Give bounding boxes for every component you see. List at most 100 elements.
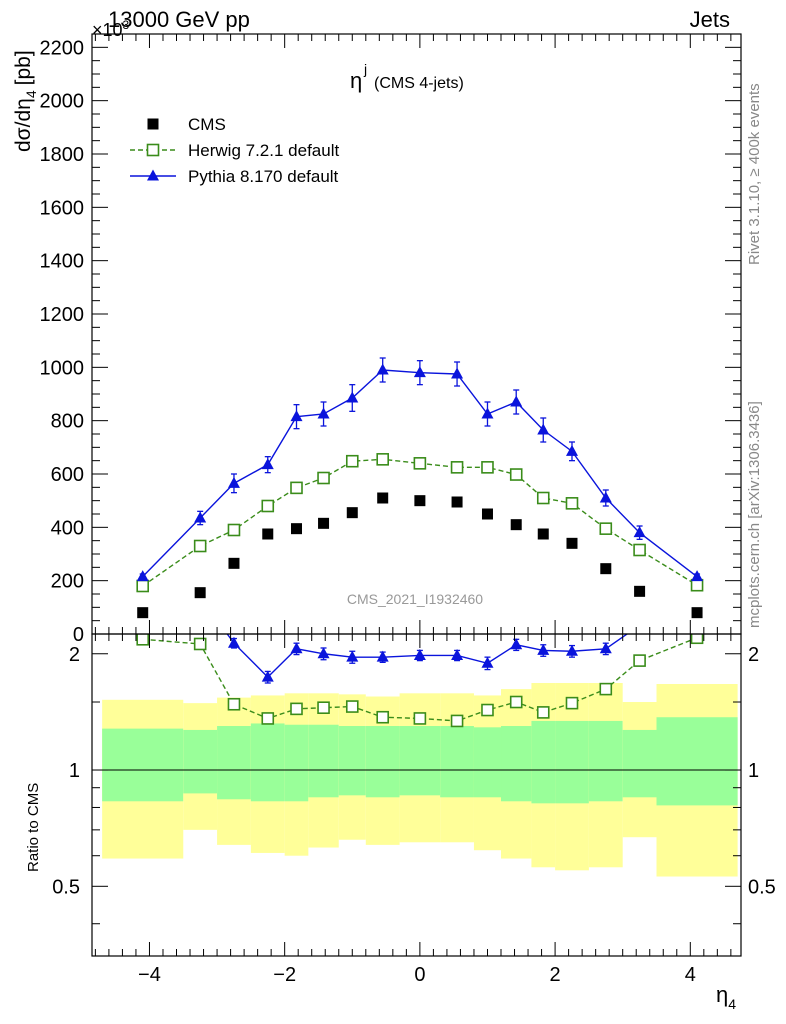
pythia-main-point [317,407,330,419]
ratio-band-inner [622,729,657,798]
y-tick-label: 2000 [40,91,85,113]
data-main-point [451,496,463,508]
y-tick-label: 2200 [40,37,85,59]
y-tick-label: 1600 [40,197,85,219]
legend-label: Herwig 7.2.1 default [188,141,339,160]
data-main-point [318,517,330,529]
legend-marker [147,118,159,130]
y-tick-label: 1200 [40,304,85,326]
y-axis-label: dσ/dη4 [pb] [12,50,39,152]
pythia-main-point [346,391,359,403]
ratio-band-inner [284,724,309,802]
data-main-point [481,508,493,520]
pythia-ratio-point [451,648,464,660]
ratio-tick-label-right: 0.5 [748,876,776,898]
herwig-ratio-point [536,706,550,719]
y-tick-label: 0 [73,624,84,646]
pythia-main-point [136,570,149,582]
header-jets: Jets [689,7,730,32]
pythia-ratio-point [634,619,646,630]
data-main-point [510,519,522,531]
pythia-ratio-point [290,642,303,654]
pythia-main-point [565,444,578,456]
herwig-ratio-point [690,634,704,645]
herwig-main-point [633,543,646,557]
x-tick-label: 4 [685,964,696,986]
ratio-band-inner [338,726,366,796]
ratio-bands [102,683,738,877]
pythia-main-point [413,366,426,378]
frames [91,33,742,957]
y-axis-label-group: dσ/dη4 [pb] [12,50,39,152]
herwig-main-point [565,497,579,510]
data-main-point [262,528,274,540]
pythia-main-point [376,363,389,375]
herwig-ratio-line [142,637,698,722]
pythia-ratio-point [137,597,149,608]
herwig-main-point [290,481,303,495]
pythia-main-point [481,407,494,419]
ratio-tick-label-left: 0.5 [52,876,80,898]
herwig-main-point [227,523,241,537]
y-tick-label: 800 [51,411,84,433]
ratio-band-inner [365,726,400,798]
ratio-band-inner [588,720,623,802]
ratio-band-inner [399,726,441,796]
data-main-point [377,492,389,504]
pythia-ratio-point [376,650,389,662]
axes: −4 −2 0 2 4020040060080010001200140016001800… [40,33,776,986]
ratio-band-inner [183,729,218,794]
data-main-point [137,607,149,619]
ratio-band-inner [473,727,502,798]
pythia-main-point [537,423,550,435]
x-tick-label: 0 [414,964,425,986]
data-main-point [228,557,240,569]
pythia-ratio-point [510,638,523,650]
herwig-main-point [536,491,550,505]
ratio-band-inner [656,717,738,806]
herwig-ratio-point [261,712,275,725]
y-axis-label-unit: [pb] [12,50,35,85]
ratio-tick-label-left: 1 [69,760,80,782]
pythia-main-point [451,367,464,379]
herwig-ratio-point [633,654,646,667]
pythia-ratio-point [346,650,359,662]
ratio-label-group: Ratio to CMS [25,783,42,872]
herwig-ratio-point [136,634,150,646]
ratio-band-inner [217,726,251,800]
pythia-ratio-point [413,648,426,660]
data-main-point [566,537,578,549]
main-title-note: (CMS 4-jets) [374,75,464,92]
herwig-ratio-point [509,695,523,709]
herwig-main-point [481,461,494,474]
ratio-series-layer [136,597,704,728]
ratio-band-inner [308,724,339,798]
herwig-ratio-point [227,697,241,711]
legend-marker [147,169,159,181]
pythia-ratio-point [565,644,578,656]
herwig-ratio-point [290,702,303,716]
herwig-ratio-point [481,703,494,717]
herwig-ratio-point [450,714,464,728]
data-main-point [194,587,206,599]
data-main-point [537,528,549,540]
y-tick-label: 1800 [40,144,85,166]
series-layer [136,357,704,619]
main-title: η [350,68,362,93]
pythia-main-point [599,491,612,503]
herwig-main-point [317,471,330,485]
herwig-main-point [509,468,523,481]
ratio-tick-label-right: 2 [748,644,759,666]
ratio-band-inner [555,720,589,804]
herwig-ratio-point [376,710,389,724]
herwig-ratio-point [345,700,359,713]
legend: CMS Herwig 7.2.1 default Pythia 8.170 defa… [130,115,339,186]
ratio-band-inner [102,728,184,802]
ratio-band-inner [501,726,532,802]
ratio-tick-label-right: 1 [748,760,759,782]
data-main-point [346,507,358,519]
y-axis-label-sub: 4 [23,90,39,98]
legend-marker [146,143,160,157]
herwig-main-point [690,578,704,592]
